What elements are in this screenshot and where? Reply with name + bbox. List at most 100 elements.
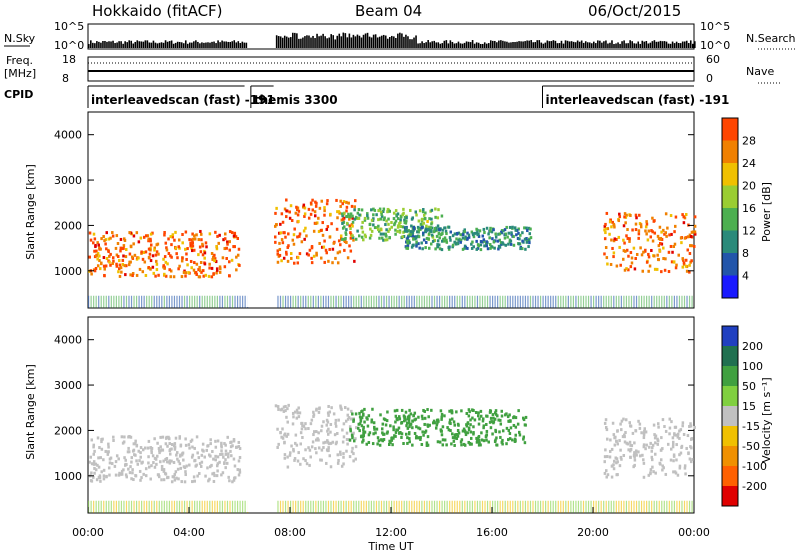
scatter-cell — [102, 477, 106, 481]
noise-mark — [423, 295, 426, 308]
scatter-cell — [348, 455, 352, 459]
nsky-bar — [223, 41, 225, 48]
scatter-cell — [197, 238, 201, 242]
scatter-cell — [517, 409, 520, 413]
noise-mark — [403, 295, 405, 308]
scatter-cell — [440, 248, 444, 252]
scatter-cell — [201, 244, 205, 248]
scatter-cell — [647, 229, 651, 233]
scatter-cell — [230, 231, 234, 235]
scatter-cell — [403, 218, 406, 222]
scatter-cell — [323, 209, 326, 213]
scatter-cell — [225, 246, 228, 250]
scatter-cell — [147, 247, 151, 251]
noise-mark — [656, 295, 658, 308]
scatter-cell — [404, 245, 408, 249]
scatter-cell — [273, 235, 277, 239]
scatter-cell — [294, 211, 298, 215]
colorbar-tick-label: 200 — [742, 340, 763, 353]
scatter-cell — [104, 242, 107, 246]
scatter-cell — [651, 239, 655, 243]
scatter-cell — [295, 408, 299, 412]
scatter-cell — [519, 233, 522, 237]
scatter-cell — [90, 438, 94, 442]
scatter-cell — [208, 465, 212, 469]
noise-mark — [517, 500, 519, 513]
scatter-cell — [603, 460, 606, 464]
noise-mark — [577, 500, 580, 513]
noise-mark — [335, 500, 337, 513]
noise-mark — [173, 295, 176, 308]
scatter-cell — [394, 232, 397, 236]
scatter-cell — [639, 246, 642, 250]
scatter-cell — [153, 465, 157, 469]
scatter-cell — [113, 464, 117, 468]
colorbar-tick-label: -200 — [742, 480, 767, 493]
scatter-cell — [151, 254, 155, 258]
scatter-cell — [392, 217, 396, 221]
scatter-cell — [384, 238, 387, 242]
scatter-cell — [161, 435, 165, 439]
noise-mark — [560, 500, 562, 513]
scatter-cell — [443, 236, 447, 240]
nsky-bar — [578, 41, 581, 48]
scatter-cell — [125, 475, 128, 479]
scatter-cell — [325, 418, 329, 422]
nsky-bar — [144, 40, 147, 48]
scatter-cell — [358, 411, 361, 415]
scatter-cell — [157, 273, 160, 277]
noise-mark — [464, 295, 466, 308]
scatter-cell — [637, 450, 640, 454]
scatter-cell — [506, 415, 510, 419]
scatter-cell — [642, 458, 645, 462]
scatter-cell — [108, 260, 111, 264]
scatter-cell — [370, 418, 374, 422]
scatter-cell — [452, 439, 456, 443]
noise-mark — [345, 500, 347, 513]
power-colorbar-label: Power [dB] — [760, 182, 773, 242]
scatter-cell — [126, 450, 130, 454]
scatter-cell — [92, 241, 95, 245]
scatter-cell — [624, 431, 627, 435]
scatter-cell — [457, 431, 461, 435]
noise-mark — [499, 500, 501, 513]
scatter-cell — [121, 258, 125, 262]
scatter-cell — [685, 269, 689, 273]
nsky-bar — [296, 33, 298, 48]
noise-mark — [575, 295, 577, 308]
scatter-cell — [633, 451, 636, 455]
scatter-cell — [327, 404, 330, 408]
scatter-cell — [406, 416, 410, 420]
nsky-bar — [211, 41, 213, 48]
scatter-cell — [366, 424, 370, 428]
scatter-cell — [490, 230, 494, 234]
noise-mark — [373, 500, 375, 513]
scatter-cell — [403, 220, 407, 224]
scatter-cell — [610, 238, 613, 242]
scatter-cell — [415, 244, 418, 248]
scatter-cell — [651, 216, 654, 220]
scatter-cell — [307, 253, 310, 257]
scatter-cell — [209, 438, 212, 442]
scatter-cell — [670, 260, 674, 264]
scatter-cell — [505, 442, 508, 446]
scatter-cell — [679, 451, 683, 455]
scatter-cell — [123, 237, 126, 241]
scatter-cell — [191, 237, 195, 241]
nsky-bar — [152, 40, 155, 48]
scatter-cell — [173, 442, 177, 446]
noise-mark — [678, 295, 681, 308]
noise-mark — [555, 500, 557, 513]
scatter-cell — [149, 259, 153, 263]
noise-mark — [666, 500, 668, 513]
scatter-cell — [320, 199, 324, 203]
scatter-cell — [447, 428, 451, 432]
noise-mark — [380, 295, 383, 308]
scatter-cell — [406, 426, 410, 430]
noise-mark — [138, 500, 140, 513]
scatter-cell — [332, 412, 336, 416]
scatter-cell — [186, 247, 189, 251]
scatter-cell — [497, 232, 500, 236]
scatter-cell — [638, 454, 642, 458]
scatter-cell — [320, 448, 324, 452]
